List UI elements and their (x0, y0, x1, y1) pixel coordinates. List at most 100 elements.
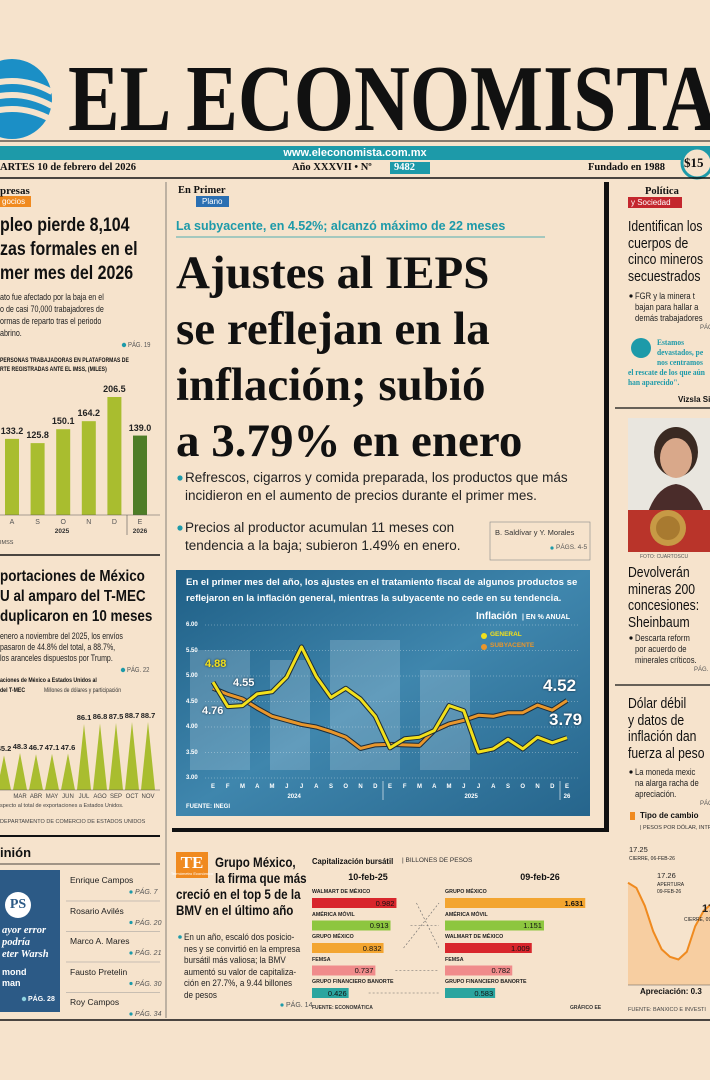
section-tag (0, 196, 31, 207)
y-tick-label: 4.50 (186, 698, 198, 705)
value-label: 133.2 (0, 425, 24, 436)
category-label: AMÉRICA MÓVIL (445, 911, 488, 918)
bullet (120, 667, 126, 673)
body-text: ato fue afectado por la baja en el (0, 292, 104, 303)
year-label: 2026 (132, 528, 148, 535)
point-label: 4.76 (202, 705, 224, 717)
legend-label: GENERAL (490, 631, 522, 638)
bullet (129, 951, 133, 955)
bullet (629, 770, 633, 774)
headline: Devolverán (628, 565, 690, 581)
x-tick-label: J (299, 784, 304, 790)
body-text: ormas de reparto tras el periodo (0, 316, 102, 327)
category-label: AMÉRICA MÓVIL (312, 911, 355, 918)
y-tick-label: 3.00 (186, 775, 198, 781)
chart-title: Capitalización bursátil (312, 856, 394, 866)
opinion-author: mond (2, 967, 27, 977)
chart-annotation: CIERRE, 09 (684, 917, 710, 923)
quote: han aparecido". (628, 377, 680, 387)
chart-caption: En el primer mes del año, los ajustes en… (186, 577, 578, 588)
bar (30, 443, 45, 515)
section-tag (628, 197, 682, 208)
value-label: 45.2 (0, 744, 12, 754)
x-tick-label: J (462, 784, 466, 790)
logo-label: TE (180, 853, 204, 872)
bar (133, 435, 147, 515)
legend-swatch (481, 644, 487, 650)
x-tick-label: M (269, 784, 275, 790)
bar (5, 438, 19, 515)
headline: U al amparo del T-MEC (0, 588, 146, 605)
x-tick-label: N (535, 784, 540, 790)
source: IMSS (0, 540, 14, 546)
main-headline: Ajustes al IEPS (176, 247, 490, 299)
legend-swatch (481, 633, 487, 639)
x-tick-label: J (476, 784, 481, 790)
line (627, 881, 710, 961)
section-label: Política (645, 186, 679, 197)
spike (109, 722, 123, 790)
x-tick-label: AGO (93, 794, 107, 800)
edition: Año XXXVII • Nº (292, 162, 372, 173)
value-label: 0.583 (474, 988, 494, 998)
main-headline: se reflejan en la (176, 303, 490, 355)
page-ref: PÁG. 21 (135, 950, 162, 957)
body-text: ción en 27.7%, a 9.44 billones (184, 978, 293, 988)
section-label: presas (0, 185, 30, 197)
page-ref: PÁG. (694, 667, 709, 673)
byline-box (489, 521, 591, 561)
x-tick-label: SEP (109, 794, 123, 800)
columnist: Roy Campos (70, 997, 120, 1007)
kicker: La subyacente, en 4.52%; alcanzó máximo … (176, 219, 506, 233)
chart-unit: Millones de dólares y participación (44, 687, 122, 694)
bar (56, 429, 71, 515)
x-tick-label: ABR (29, 794, 43, 800)
url-bar (0, 146, 710, 160)
bullet (280, 1003, 284, 1007)
source: FUENTE: ECONOMÁTICA (312, 1005, 373, 1011)
headline: Grupo México, (215, 855, 296, 870)
value-label: 86.1 (76, 712, 92, 722)
year-label: 2024 (287, 794, 301, 800)
category-label: GRUPO FINANCIERO BANORTE (312, 979, 394, 985)
headline: cinco mineros (628, 252, 704, 268)
headline: y datos de (628, 712, 685, 729)
body-text: de pesos (184, 989, 217, 1000)
body-text: FGR y la minera t (635, 291, 695, 301)
section-label: En Primer (178, 185, 226, 196)
legend-label: SUBYACENTE (490, 642, 535, 649)
x-tick-label: A (432, 784, 437, 790)
spike (93, 723, 107, 790)
page-ref: PÁG. 20 (135, 919, 162, 927)
bar (81, 421, 96, 515)
edition-number: 9482 (394, 162, 415, 173)
value-label: 48.3 (12, 741, 28, 751)
x-tick-label: A (9, 519, 15, 526)
spike (141, 722, 155, 790)
credit: GRÁFICO EE (570, 1005, 602, 1011)
summary: Refrescos, cigarros y comida preparada, … (185, 470, 568, 485)
headline: fuerza al peso (628, 745, 705, 762)
body-text: minerales críticos. (635, 655, 697, 665)
headline: concesiones: (628, 598, 700, 614)
source: FUENTE: INEGI (186, 804, 231, 810)
source: FUENTE: BANXICO E INVESTI (628, 1007, 706, 1013)
bullet (178, 935, 182, 939)
source: DEPARTAMENTO DE COMERCIO DE ESTADOS UNID… (0, 819, 146, 825)
photo-credit: FOTO: CUARTOSCU (640, 554, 689, 560)
x-tick-label: S (328, 784, 334, 790)
x-tick-label: S (35, 519, 40, 526)
section-label: inión (0, 845, 32, 860)
x-tick-label: F (225, 784, 230, 790)
headline: duplicaron en 10 meses (0, 608, 153, 625)
x-tick-label: O (520, 784, 526, 790)
page-ref: PÁG (700, 801, 710, 807)
masthead-title: EL ECONOMISTA (68, 47, 710, 151)
chart-title: RTE REGISTRADAS ANTE EL IMSS, (MILES) (0, 366, 107, 373)
area (628, 882, 710, 985)
quote-icon (631, 338, 651, 358)
headline: secuestrados (628, 268, 701, 285)
x-tick-label: OCT (125, 794, 139, 800)
body-text: bajan para hallar a (635, 302, 699, 312)
bar (445, 920, 544, 931)
